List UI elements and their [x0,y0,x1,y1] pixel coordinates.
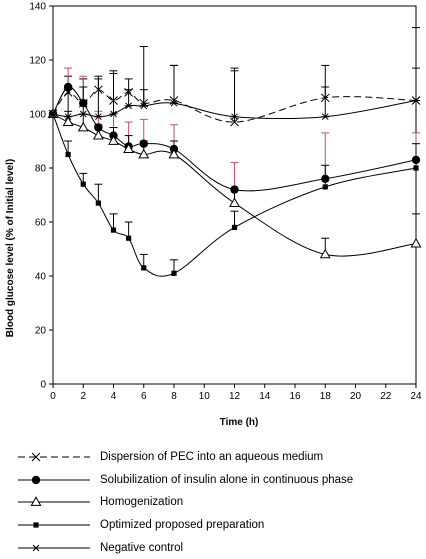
data-point [62,116,74,126]
data-point [63,82,73,92]
data-point [65,151,71,158]
x-tick-label: 2 [80,391,86,402]
x-tick-label: 14 [259,391,271,402]
legend-item-negative-control: Negative control [14,536,414,559]
legend-label-solubilization: Solubilization of insulin alone in conti… [100,473,354,486]
data-point [94,113,103,121]
x-tick-label: 8 [171,391,177,402]
data-point [126,235,132,241]
x-axis-title: Time (h) [220,417,259,428]
legend-marker [31,452,41,462]
data-point [413,165,419,171]
legend: Dispersion of PEC into an aqueous medium… [14,446,414,559]
series-3 [50,111,420,277]
legend-swatch-dispersion [18,452,90,462]
legend-label-dispersion: Dispersion of PEC into an aqueous medium [100,451,324,464]
x-tick-label: 4 [111,391,117,402]
data-point [110,227,117,233]
y-tick-label: 120 [29,56,46,67]
y-tick-label: 0 [40,380,46,391]
data-point [231,224,238,230]
x-tick-label: 20 [350,391,362,402]
data-point [79,110,88,118]
legend-item-homogenization: Homogenization [14,491,414,514]
x-tick-label: 24 [410,391,422,402]
legend-marker [33,522,39,528]
data-point [95,200,101,206]
data-point [80,181,86,187]
series-line [52,89,417,123]
data-point [229,197,240,207]
x-tick-label: 22 [380,391,392,402]
data-point [168,148,180,159]
y-tick-label: 140 [29,2,46,13]
data-point [123,143,135,153]
blood-glucose-chart: 0 2 4 6 8 10 12 14 16 18 20 22 24020406080100120140 … [5,2,422,429]
x-tick-label: 18 [320,391,332,402]
data-point [92,129,104,140]
y-axis-title: Blood glucose level (% of Initial level) [5,159,16,337]
x-tick-label: 12 [229,391,241,402]
series-line [52,113,417,277]
legend-marker [31,475,41,485]
data-point [49,110,57,118]
data-point [141,265,147,271]
data-point [230,113,239,121]
data-point [138,148,150,159]
data-point [412,97,420,104]
series-layer [47,27,422,277]
data-point [139,102,148,110]
y-tick-label: 100 [29,110,46,121]
data-point [108,135,119,145]
legend-swatch-homogenization [18,496,90,507]
data-point [321,113,330,121]
y-tick-label: 40 [35,272,47,283]
legend-item-solubilization: Solubilization of insulin alone in conti… [14,469,414,492]
x-tick-label: 10 [199,391,211,402]
legend-item-dispersion: Dispersion of PEC into an aqueous medium [14,446,414,469]
data-point [124,102,133,110]
x-tick-label: 0 [50,391,56,402]
data-point [319,248,331,259]
y-tick-label: 20 [35,326,47,337]
legend-item-optimized: Optimized proposed preparation [14,514,414,537]
series-4 [49,64,420,121]
data-point [171,270,177,276]
data-point [170,99,178,107]
data-point [322,184,328,190]
legend-label-homogenization: Homogenization [100,496,184,509]
data-point [77,121,89,132]
y-tick-label: 80 [35,164,47,175]
legend-label-negative-control: Negative control [100,541,184,554]
data-point [410,237,422,248]
legend-label-optimized: Optimized proposed preparation [100,519,265,532]
data-point [109,110,118,118]
x-tick-label: 6 [141,391,147,402]
legend-swatch-solubilization [18,475,90,485]
data-point [64,113,73,121]
x-tick-label: 16 [289,391,301,402]
series-2 [47,108,422,259]
y-tick-label: 60 [35,218,47,229]
legend-swatch-optimized [18,522,90,528]
legend-swatch-negative-control [18,544,90,552]
legend-marker [30,496,42,507]
